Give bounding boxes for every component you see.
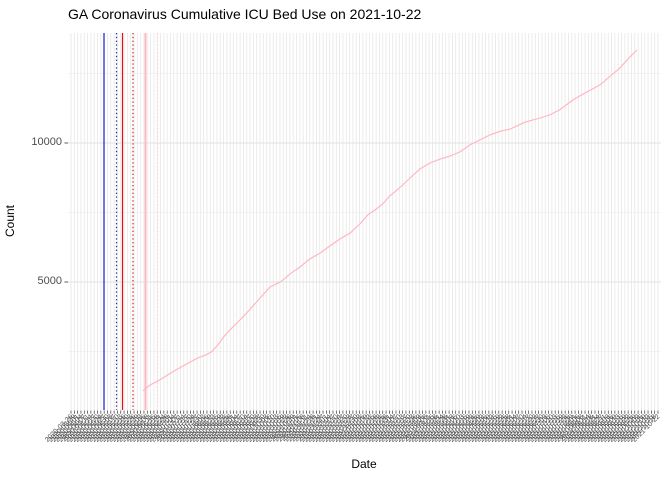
y-tick-label-5000: 5000 [37, 275, 62, 287]
icu-cumulative-line [142, 49, 638, 392]
chart-title: GA Coronavirus Cumulative ICU Bed Use on… [68, 6, 422, 22]
y-tick-label-10000: 10000 [31, 136, 62, 148]
x-axis-title: Date [351, 457, 377, 471]
y-axis-title: Count [3, 204, 18, 238]
